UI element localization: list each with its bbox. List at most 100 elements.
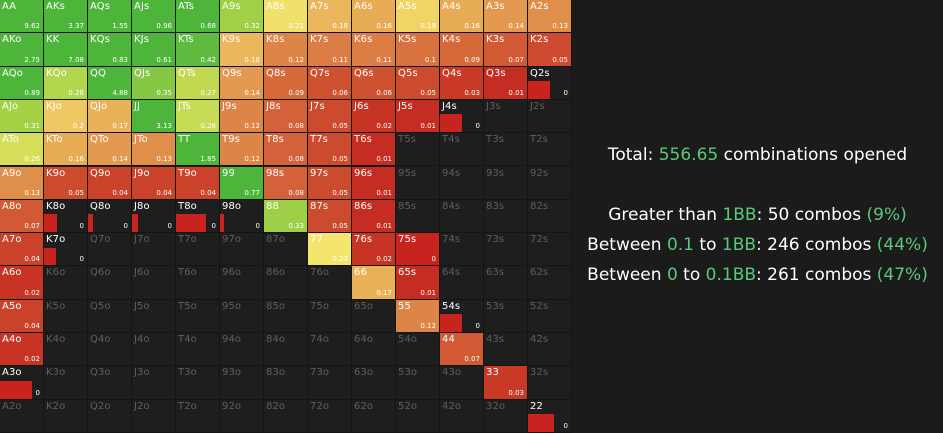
hand-cell[interactable]: TT 1.85	[176, 133, 220, 167]
hand-cell[interactable]: 84s	[440, 199, 484, 234]
hand-cell[interactable]: T8o 0	[176, 199, 220, 234]
hand-cell[interactable]: 93s	[484, 166, 528, 200]
hand-cell[interactable]: QTo 0.14	[88, 133, 132, 167]
hand-cell[interactable]: Q5s 0.05	[396, 66, 440, 100]
hand-cell[interactable]: T8s 0.08	[264, 133, 308, 167]
hand-cell[interactable]: K6s 0.11	[352, 33, 396, 67]
hand-cell[interactable]: 96s 0.01	[352, 166, 396, 200]
hand-cell[interactable]: AQo 0.89	[0, 66, 44, 100]
hand-cell[interactable]: 53o	[396, 366, 440, 400]
hand-cell[interactable]: 97s 0.05	[308, 166, 352, 200]
hand-cell[interactable]: J5s 0.01	[396, 99, 440, 134]
hand-cell[interactable]: T3o	[176, 366, 220, 400]
hand-cell[interactable]: Q3o	[88, 366, 132, 400]
hand-cell[interactable]: T3s	[484, 133, 528, 167]
hand-cell[interactable]: J8s 0.08	[264, 99, 308, 134]
hand-cell[interactable]: K9s 0.18	[220, 33, 264, 67]
hand-cell[interactable]: K3s 0.07	[484, 33, 528, 67]
hand-cell[interactable]: A7o 0.04	[0, 233, 44, 267]
hand-cell[interactable]: J4o	[132, 333, 176, 367]
hand-cell[interactable]: 75s 0	[396, 233, 440, 267]
hand-cell[interactable]: 95o	[220, 299, 264, 333]
hand-cell[interactable]: T5o	[176, 299, 220, 333]
hand-cell[interactable]: 83s	[484, 199, 528, 234]
hand-cell[interactable]: 74o	[308, 333, 352, 367]
hand-cell[interactable]: 86o	[264, 266, 308, 300]
hand-cell[interactable]: A8s 0.21	[264, 0, 308, 34]
hand-cell[interactable]: J6o	[132, 266, 176, 300]
hand-cell[interactable]: 74s	[440, 233, 484, 267]
hand-cell[interactable]: J3o	[132, 366, 176, 400]
hand-cell[interactable]: 92s	[528, 166, 572, 200]
hand-cell[interactable]: A2o	[0, 399, 44, 433]
hand-cell[interactable]: 84o	[264, 333, 308, 367]
hand-cell[interactable]: AJo 0.31	[0, 99, 44, 134]
hand-cell[interactable]: A8o 0.07	[0, 199, 44, 234]
hand-cell[interactable]: K5o	[44, 299, 88, 333]
hand-cell[interactable]: 72o	[308, 399, 352, 433]
hand-cell[interactable]: 54s 0	[440, 299, 484, 333]
hand-cell[interactable]: ATo 0.26	[0, 133, 44, 167]
hand-cell[interactable]: J4s 0	[440, 99, 484, 134]
hand-cell[interactable]: A5s 0.19	[396, 0, 440, 34]
hand-cell[interactable]: J9s 0.12	[220, 99, 264, 134]
hand-cell[interactable]: Q7s 0.06	[308, 66, 352, 100]
hand-cell[interactable]: Q9s 0.14	[220, 66, 264, 100]
hand-cell[interactable]: A6s 0.16	[352, 0, 396, 34]
hand-cell[interactable]: 87s 0.05	[308, 199, 352, 234]
hand-cell[interactable]: T6o	[176, 266, 220, 300]
hand-cell[interactable]: KQs 0.83	[88, 33, 132, 67]
hand-cell[interactable]: 93o	[220, 366, 264, 400]
hand-cell[interactable]: A2s 0.13	[528, 0, 572, 34]
hand-cell[interactable]: K9o 0.05	[44, 166, 88, 200]
hand-cell[interactable]: JJ 3.13	[132, 99, 176, 134]
hand-cell[interactable]: QTs 0.27	[176, 66, 220, 100]
hand-cell[interactable]: Q3s 0.01	[484, 66, 528, 100]
hand-cell[interactable]: K3o	[44, 366, 88, 400]
hand-cell[interactable]: 73s	[484, 233, 528, 267]
hand-cell[interactable]: KK 7.08	[44, 33, 88, 67]
hand-cell[interactable]: Q5o	[88, 299, 132, 333]
hand-cell[interactable]: Q2s 0	[528, 66, 572, 100]
hand-cell[interactable]: 94s	[440, 166, 484, 200]
hand-cell[interactable]: 73o	[308, 366, 352, 400]
hand-cell[interactable]: 92o	[220, 399, 264, 433]
hand-cell[interactable]: 33 0.03	[484, 366, 528, 400]
hand-cell[interactable]: 32o	[484, 399, 528, 433]
hand-cell[interactable]: 43s	[484, 333, 528, 367]
hand-cell[interactable]: A9o 0.13	[0, 166, 44, 200]
hand-cell[interactable]: KTs 0.42	[176, 33, 220, 67]
hand-cell[interactable]: AQs 1.55	[88, 0, 132, 34]
hand-cell[interactable]: Q6o	[88, 266, 132, 300]
hand-cell[interactable]: 94o	[220, 333, 264, 367]
hand-cell[interactable]: 66 0.17	[352, 266, 396, 300]
hand-cell[interactable]: J9o 0.04	[132, 166, 176, 200]
hand-cell[interactable]: A4o 0.02	[0, 333, 44, 367]
hand-cell[interactable]: J7s 0.05	[308, 99, 352, 134]
hand-cell[interactable]: 53s	[484, 299, 528, 333]
hand-cell[interactable]: 77 0.23	[308, 233, 352, 267]
hand-cell[interactable]: KJs 0.61	[132, 33, 176, 67]
hand-cell[interactable]: K7s 0.11	[308, 33, 352, 67]
hand-cell[interactable]: 87o	[264, 233, 308, 267]
hand-cell[interactable]: K4o	[44, 333, 88, 367]
hand-cell[interactable]: J8o 0	[132, 199, 176, 234]
hand-cell[interactable]: T7o	[176, 233, 220, 267]
hand-cell[interactable]: JTo 0.13	[132, 133, 176, 167]
hand-cell[interactable]: 75o	[308, 299, 352, 333]
hand-cell[interactable]: JTs 0.26	[176, 99, 220, 134]
hand-cell[interactable]: A6o 0.02	[0, 266, 44, 300]
hand-cell[interactable]: 65s 0.01	[396, 266, 440, 300]
hand-cell[interactable]: QQ 4.88	[88, 66, 132, 100]
hand-cell[interactable]: K8s 0.12	[264, 33, 308, 67]
hand-cell[interactable]: QJo 0.17	[88, 99, 132, 134]
hand-cell[interactable]: 32s	[528, 366, 572, 400]
hand-cell[interactable]: Q7o	[88, 233, 132, 267]
hand-cell[interactable]: K8o 0	[44, 199, 88, 234]
hand-cell[interactable]: Q8o 0	[88, 199, 132, 234]
hand-cell[interactable]: K4s 0.09	[440, 33, 484, 67]
hand-cell[interactable]: KTo 0.16	[44, 133, 88, 167]
hand-cell[interactable]: AA 9.62	[0, 0, 44, 34]
hand-cell[interactable]: 63s	[484, 266, 528, 300]
hand-cell[interactable]: T5s	[396, 133, 440, 167]
